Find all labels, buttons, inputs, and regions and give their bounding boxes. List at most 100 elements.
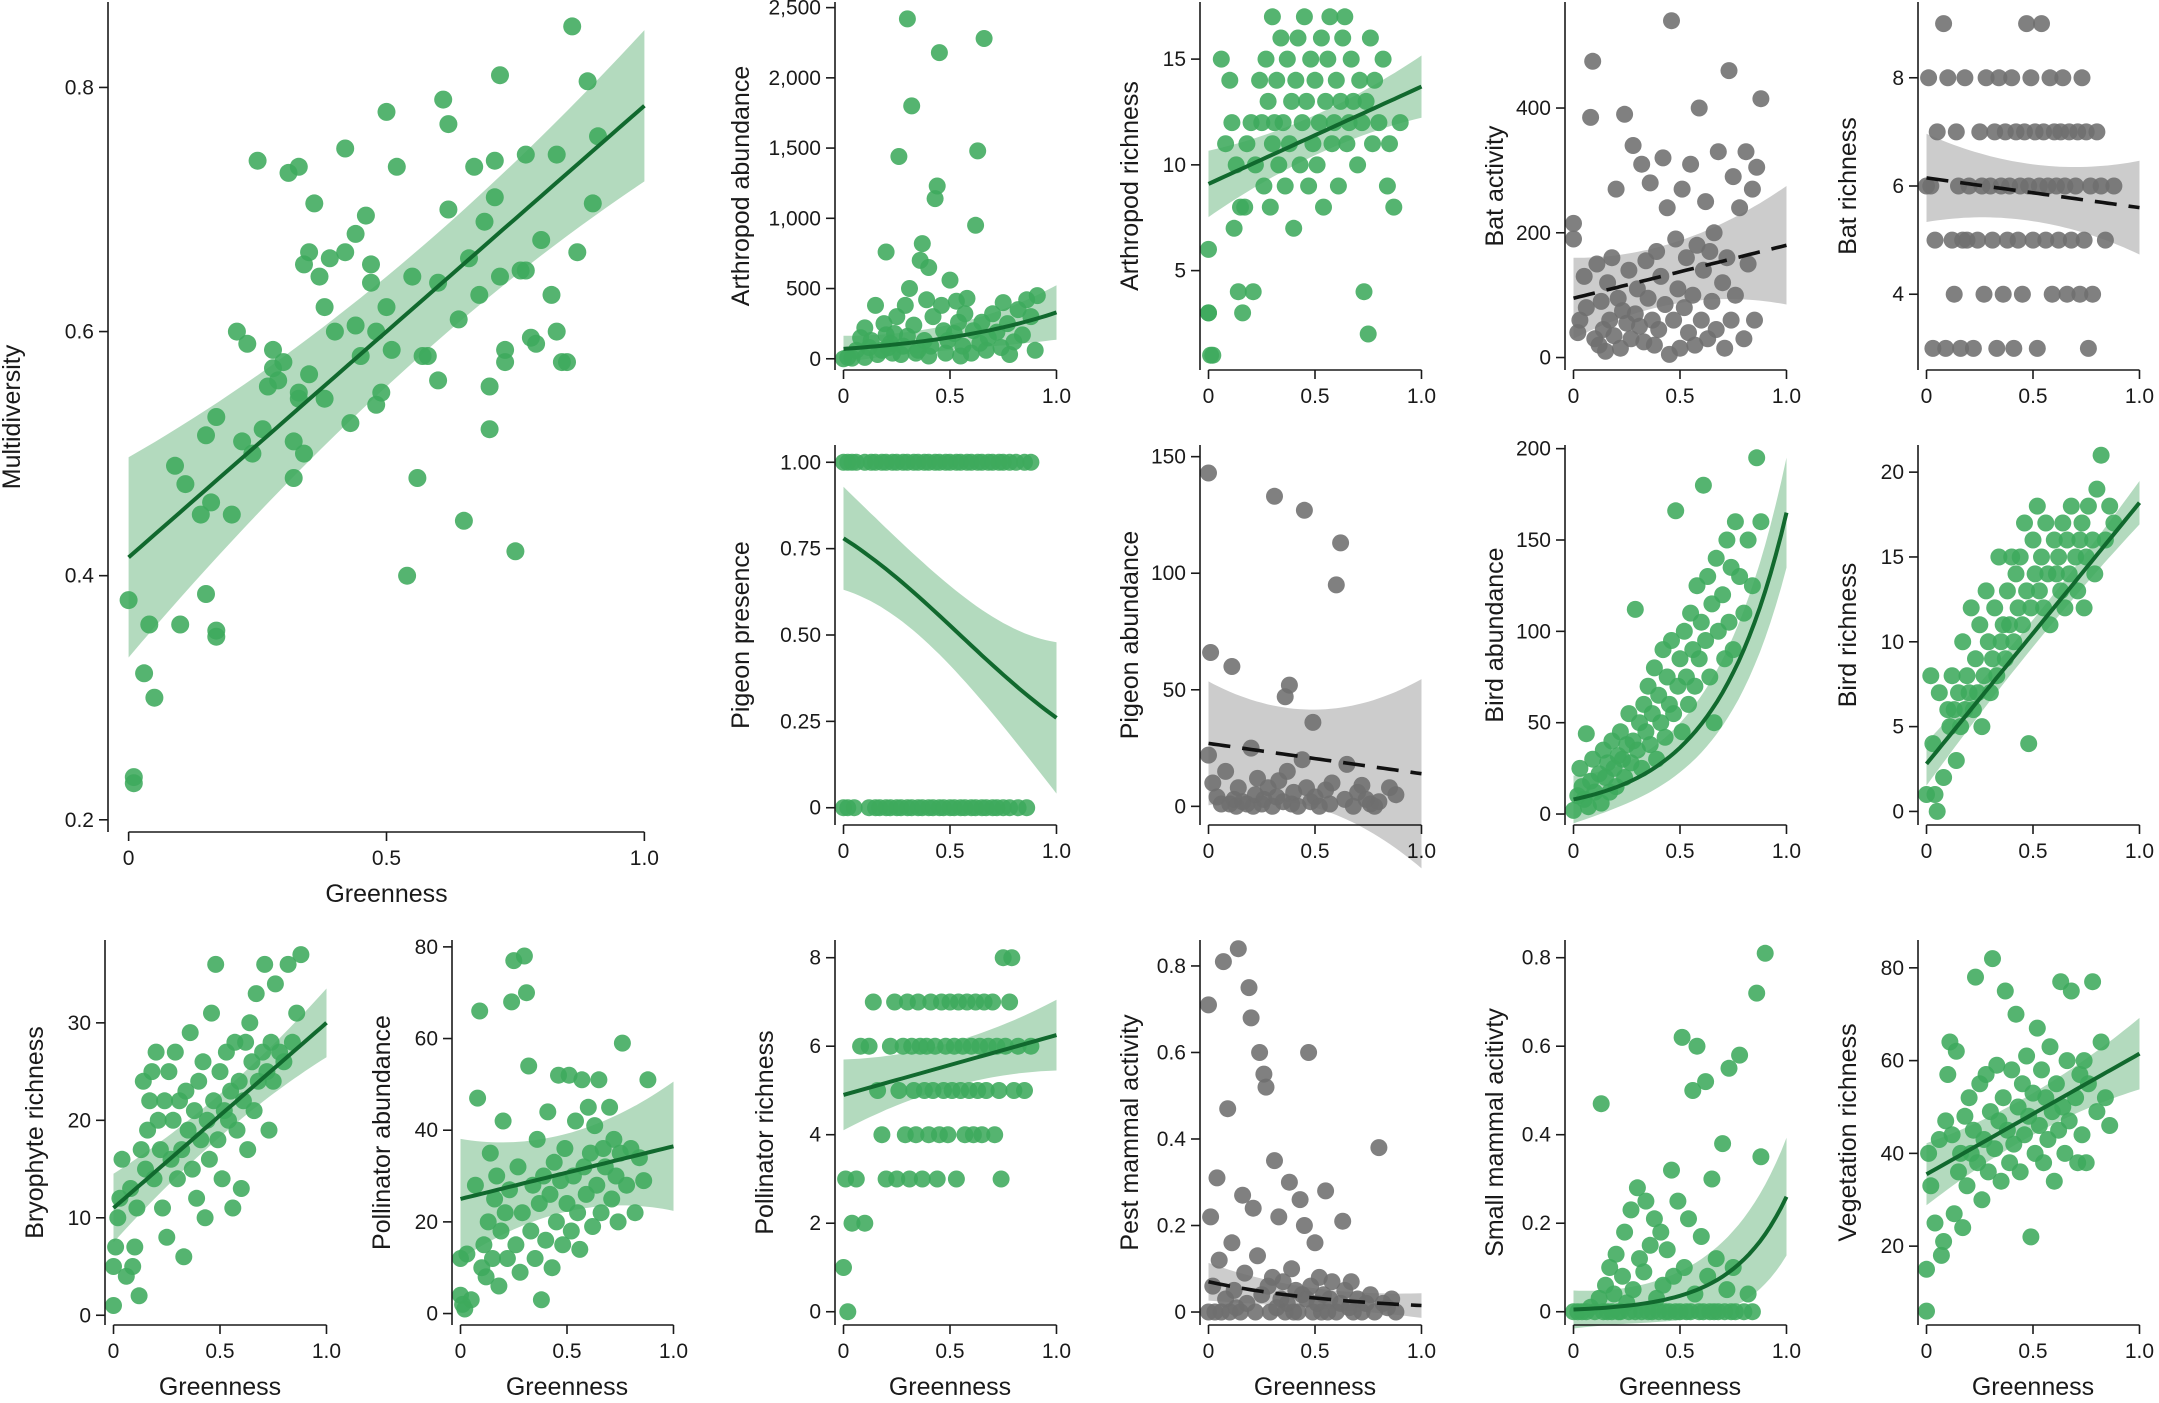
data-point	[937, 344, 955, 362]
data-point	[1637, 1192, 1655, 1210]
data-point	[429, 371, 448, 390]
y-tick-label: 0.4	[1522, 1124, 1552, 1147]
data-point	[613, 1034, 631, 1052]
data-point	[977, 1082, 995, 1099]
data-point	[1223, 658, 1241, 675]
data-point	[2007, 565, 2025, 583]
data-point	[1707, 1250, 1725, 1268]
data-point	[1654, 149, 1672, 167]
data-point	[418, 347, 437, 365]
data-point	[522, 1222, 540, 1240]
data-point	[2062, 982, 2080, 1000]
x-tick-label: 0	[123, 847, 135, 870]
data-point	[881, 1037, 899, 1055]
data-point	[1251, 1044, 1269, 1061]
data-point	[1300, 177, 1318, 195]
y-tick-label: 15	[1881, 546, 1904, 569]
data-point	[1975, 285, 1993, 303]
data-point	[2058, 285, 2076, 303]
y-tick-label: 40	[1881, 1142, 1904, 1165]
data-point	[2096, 1089, 2114, 1107]
data-point	[1973, 1191, 1991, 1209]
y-tick-label: 2,000	[768, 67, 821, 90]
data-point	[977, 341, 995, 359]
data-point	[1716, 339, 1734, 357]
data-point	[905, 316, 923, 334]
data-point	[1280, 676, 1298, 694]
y-tick-label: 0.2	[1522, 1212, 1551, 1235]
data-point	[1756, 944, 1774, 962]
data-point	[160, 1063, 178, 1081]
data-point	[196, 1209, 214, 1227]
x-tick-label: 1.0	[1042, 385, 1071, 408]
data-point	[939, 1126, 957, 1144]
y-tick-label: 20	[1881, 461, 1904, 484]
data-point	[1582, 108, 1600, 126]
data-point	[2035, 1154, 2053, 1172]
data-point	[2041, 1038, 2059, 1056]
x-tick-label: 0.5	[2018, 840, 2047, 863]
data-point	[532, 231, 551, 249]
data-point	[896, 296, 914, 314]
data-point	[479, 1213, 497, 1231]
data-point	[1319, 50, 1337, 68]
data-point	[1310, 114, 1328, 132]
data-point	[190, 1072, 208, 1090]
data-point	[1703, 1170, 1721, 1188]
data-point	[1631, 317, 1648, 335]
x-tick-label: 1.0	[630, 847, 659, 870]
data-point	[1720, 62, 1738, 80]
data-point	[2088, 123, 2106, 141]
data-point	[1603, 249, 1621, 267]
data-point	[1658, 1241, 1676, 1259]
data-point	[1939, 1066, 1957, 1083]
data-point	[856, 1214, 874, 1232]
data-point	[579, 1098, 597, 1116]
data-point	[1988, 339, 2006, 357]
data-point	[1707, 321, 1725, 338]
data-point	[1295, 1217, 1313, 1234]
data-point	[181, 1024, 199, 1042]
data-point	[1263, 8, 1281, 26]
data-point	[241, 1014, 259, 1032]
data-point	[1673, 180, 1691, 198]
data-point	[1922, 1177, 1940, 1195]
data-point	[1289, 29, 1307, 47]
data-point	[1631, 1250, 1648, 1268]
trend-line	[112, 1021, 328, 1210]
y-tick-label: 0	[1539, 1301, 1551, 1324]
data-point	[2013, 285, 2031, 303]
data-point	[1298, 92, 1315, 110]
data-point	[1323, 1273, 1341, 1291]
data-point	[1327, 71, 1345, 89]
data-point	[956, 305, 974, 323]
data-point	[207, 955, 225, 973]
y-tick-label: 0	[809, 348, 821, 371]
data-point	[1731, 199, 1749, 217]
data-point	[1240, 979, 1258, 997]
data-point	[233, 432, 252, 451]
data-point	[1626, 600, 1644, 618]
trend-line	[843, 310, 1058, 351]
data-point	[289, 383, 308, 402]
data-point	[877, 243, 895, 261]
data-point	[1697, 193, 1715, 211]
data-point	[506, 542, 525, 561]
data-point	[2018, 1047, 2036, 1065]
data-point	[1950, 1163, 1967, 1181]
data-point	[1304, 713, 1322, 731]
data-point	[1952, 718, 1970, 736]
data-point	[1992, 633, 2010, 651]
x-tick-label: 1.0	[1407, 840, 1436, 863]
data-point	[1947, 752, 1965, 769]
data-point	[969, 142, 987, 160]
data-point	[1688, 236, 1706, 254]
data-point	[203, 1004, 220, 1022]
data-point	[1752, 90, 1770, 108]
data-point	[618, 1176, 636, 1194]
data-point	[439, 115, 458, 134]
data-point	[1639, 289, 1657, 307]
data-point	[1287, 71, 1305, 89]
data-point	[1565, 214, 1582, 232]
data-point	[2058, 1052, 2076, 1070]
